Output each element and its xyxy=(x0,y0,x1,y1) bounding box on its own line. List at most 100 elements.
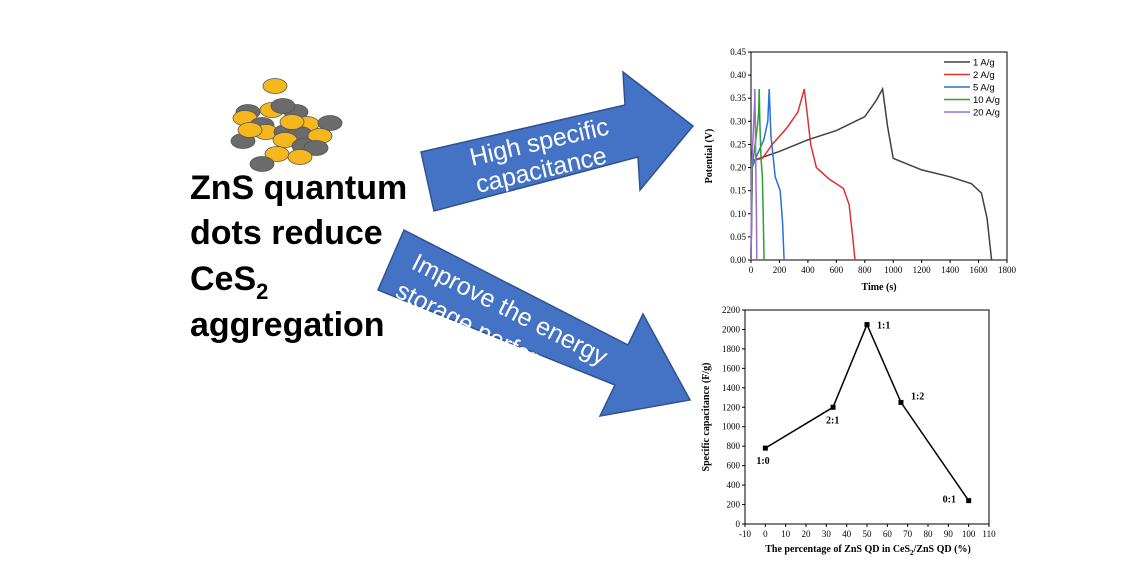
capacitance-point-label-0: 1:0 xyxy=(756,456,769,467)
gcd-y-tick-label-1: 0.05 xyxy=(730,232,746,242)
headline: ZnS quantum dots reduce CeS2 aggregation xyxy=(190,169,407,344)
capacitance-ticks: -10 0 10 20 30 40 50 60 70 80 90 100 110020040060080… xyxy=(722,305,996,539)
gcd-legend-label-2: 5 A/g xyxy=(973,83,995,94)
capacitance-y-tick-label-4: 800 xyxy=(727,441,741,451)
arrow-lower-shape xyxy=(377,228,692,417)
capacitance-plot-frame xyxy=(744,309,990,525)
capacitance-x-tick-label-3: 20 xyxy=(802,529,812,539)
capacitance-x-label-end: /ZnS QD (%) xyxy=(913,544,971,555)
gcd-x-tick-label-1: 200 xyxy=(773,265,787,275)
capacitance-point-label-4: 0:1 xyxy=(943,495,956,506)
gcd-series xyxy=(750,86,993,261)
particle-5 xyxy=(270,98,296,114)
headline-ces-main: CeS xyxy=(190,260,256,298)
capacitance-x-tick-label-8: 70 xyxy=(903,529,913,539)
gcd-x-axis-label: Time (s) xyxy=(861,282,896,293)
particle-cluster xyxy=(230,78,343,172)
capacitance-point-label-1: 2:1 xyxy=(826,415,839,426)
gcd-legend: 1 A/g2 A/g 5 A/g10 A/g 20 A/g xyxy=(944,58,1000,119)
headline-line-3: CeS2 xyxy=(190,260,268,304)
headline-line-1: ZnS quantum xyxy=(190,169,407,207)
gcd-legend-label-4: 20 A/g xyxy=(973,108,1000,119)
gcd-series-3 xyxy=(750,88,765,261)
capacitance-y-tick-label-3: 600 xyxy=(727,461,741,471)
capacitance-y-tick-label-5: 1000 xyxy=(722,422,741,432)
capacitance-y-tick-label-7: 1400 xyxy=(722,383,741,393)
gcd-x-tick-label-5: 1000 xyxy=(884,265,903,275)
capacitance-x-tick-label-5: 40 xyxy=(842,529,852,539)
capacitance-y-tick-label-0: 0 xyxy=(736,519,741,529)
gcd-y-tick-label-2: 0.10 xyxy=(730,209,746,219)
capacitance-x-tick-label-9: 80 xyxy=(924,529,934,539)
capacitance-series: 1:0 2:1 1:1 1:2 0:1 xyxy=(756,321,972,506)
particle-8 xyxy=(317,115,343,131)
gcd-x-tick-label-6: 1200 xyxy=(913,265,932,275)
gcd-x-tick-label-8: 1600 xyxy=(970,265,989,275)
capacitance-y-tick-label-11: 2200 xyxy=(722,305,741,315)
gcd-x-tick-label-7: 1400 xyxy=(941,265,960,275)
gcd-y-tick-label-6: 0.30 xyxy=(730,116,746,126)
capacitance-point-3 xyxy=(898,399,904,405)
gcd-y-tick-label-7: 0.35 xyxy=(730,93,746,103)
gcd-y-tick-label-9: 0.45 xyxy=(730,47,746,57)
headline-line-4: aggregation xyxy=(190,306,385,344)
capacitance-x-tick-label-11: 100 xyxy=(962,529,976,539)
gcd-y-tick-label-8: 0.40 xyxy=(730,70,746,80)
capacitance-point-label-2: 1:1 xyxy=(877,321,890,332)
gcd-x-tick-label-4: 800 xyxy=(858,265,872,275)
capacitance-x-tick-label-6: 50 xyxy=(863,529,873,539)
capacitance-point-label-3: 1:2 xyxy=(911,391,924,402)
gcd-series-1 xyxy=(750,88,856,261)
gcd-ticks: 0 200 400 600 800 1000 1200 1400 1600 1800 0.00 0.0… xyxy=(730,47,1016,275)
capacitance-point-2 xyxy=(864,322,870,328)
headline-line-2: dots reduce xyxy=(190,214,383,252)
capacitance-x-tick-label-1: 0 xyxy=(763,529,768,539)
capacitance-y-axis-label: Specific capacitance (F/g) xyxy=(701,363,712,472)
gcd-x-tick-label-3: 600 xyxy=(830,265,844,275)
capacitance-x-label-sub: 2 xyxy=(910,549,914,557)
capacitance-x-tick-label-4: 30 xyxy=(822,529,832,539)
gcd-legend-label-1: 2 A/g xyxy=(973,70,995,81)
gcd-legend-label-0: 1 A/g xyxy=(973,58,995,69)
capacitance-point-4 xyxy=(966,498,972,504)
particle-0 xyxy=(262,78,288,94)
capacitance-x-label-main: The percentage of ZnS QD in CeS xyxy=(765,544,910,555)
capacitance-y-tick-label-6: 1200 xyxy=(722,402,741,412)
gcd-y-axis-label: Potential (V) xyxy=(704,129,715,184)
gcd-plot-frame xyxy=(750,51,1008,261)
arrow-upper-shape xyxy=(420,70,695,212)
capacitance-x-tick-label-7: 60 xyxy=(883,529,893,539)
arrow-high-capacitance: High specific capacitance xyxy=(420,70,695,212)
capacitance-y-tick-label-9: 1800 xyxy=(722,344,741,354)
particle-19 xyxy=(287,149,313,165)
particle-18 xyxy=(249,156,275,172)
gcd-y-tick-label-4: 0.20 xyxy=(730,163,746,173)
gcd-chart: 0 200 400 600 800 1000 1200 1400 1600 1800 0.00 0.0… xyxy=(704,47,1017,293)
capacitance-y-tick-label-2: 400 xyxy=(727,480,741,490)
capacitance-x-tick-label-10: 90 xyxy=(944,529,954,539)
gcd-x-tick-label-0: 0 xyxy=(749,265,754,275)
gcd-y-tick-label-0: 0.00 xyxy=(730,255,746,265)
particle-20 xyxy=(237,122,263,138)
capacitance-y-tick-label-8: 1600 xyxy=(722,363,741,373)
particle-16 xyxy=(303,140,329,156)
capacitance-x-tick-label-0: -10 xyxy=(739,529,751,539)
capacitance-y-tick-label-1: 200 xyxy=(727,500,741,510)
gcd-series-0 xyxy=(750,86,993,261)
headline-ces-subscript: 2 xyxy=(256,279,268,304)
arrow-energy-storage: Improve the energy storage performance xyxy=(377,228,692,417)
capacitance-x-tick-label-12: 110 xyxy=(982,529,996,539)
capacitance-point-0 xyxy=(762,445,768,451)
capacitance-chart: -10 0 10 20 30 40 50 60 70 80 90 100 110020040060080… xyxy=(701,305,996,557)
capacitance-point-1 xyxy=(830,404,836,410)
gcd-legend-label-3: 10 A/g xyxy=(973,95,1000,106)
particle-21 xyxy=(279,114,305,130)
gcd-x-tick-label-9: 1800 xyxy=(998,265,1017,275)
gcd-x-tick-label-2: 400 xyxy=(801,265,815,275)
capacitance-x-axis-label: The percentage of ZnS QD in CeS2/ZnS QD … xyxy=(765,544,971,557)
gcd-y-tick-label-5: 0.25 xyxy=(730,139,746,149)
capacitance-x-tick-label-2: 10 xyxy=(781,529,791,539)
gcd-y-tick-label-3: 0.15 xyxy=(730,186,746,196)
gcd-series-4 xyxy=(750,88,758,261)
